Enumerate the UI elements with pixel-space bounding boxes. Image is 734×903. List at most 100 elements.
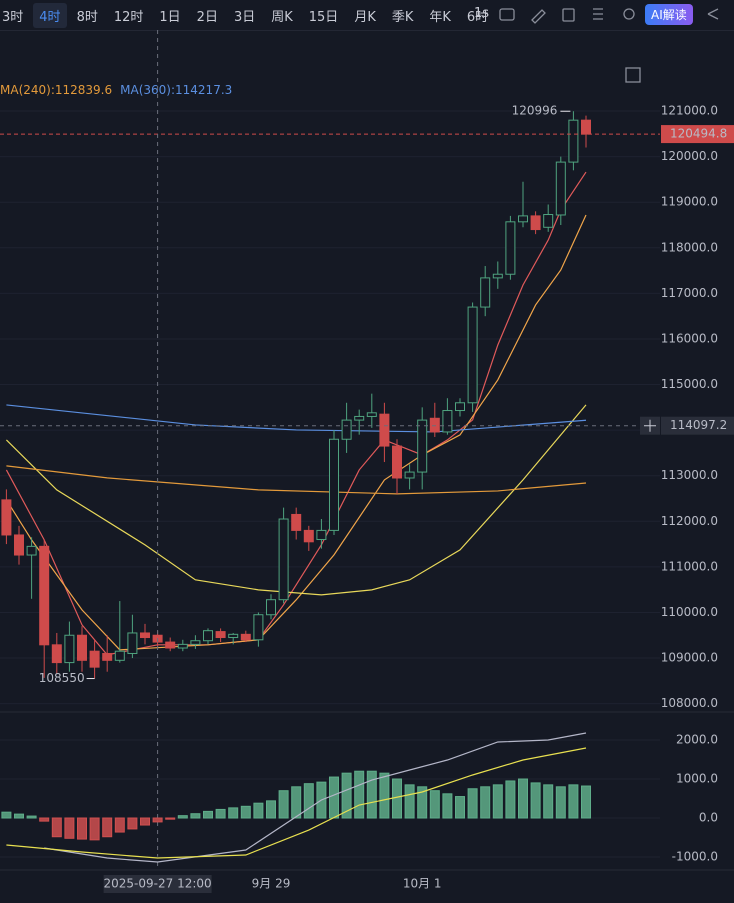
macd-bar bbox=[341, 772, 352, 819]
macd-bar bbox=[102, 817, 113, 838]
candle-body bbox=[39, 545, 50, 646]
interval-button[interactable]: 周K bbox=[271, 9, 293, 25]
interval-button[interactable]: 年K bbox=[429, 9, 451, 25]
candle-body bbox=[354, 415, 365, 421]
x-tick-label: 10月 1 bbox=[403, 877, 442, 891]
share-icon[interactable] bbox=[707, 8, 719, 20]
interval-button[interactable]: 12时 bbox=[113, 9, 144, 25]
macd-bar bbox=[291, 786, 302, 819]
candle-body bbox=[505, 221, 516, 275]
interval-button[interactable]: 8时 bbox=[76, 9, 98, 25]
interval-button[interactable]: 6时 bbox=[466, 9, 489, 25]
ma-legend: MA(240):112839.6 MA(360):114217.3 bbox=[0, 83, 232, 97]
candle-body bbox=[64, 634, 75, 664]
expand-icon[interactable] bbox=[625, 67, 641, 83]
interval-button[interactable]: 季K bbox=[391, 9, 414, 25]
y-tick-label: 110000.0 bbox=[661, 605, 718, 619]
candle-body bbox=[102, 652, 113, 661]
interval-button[interactable]: 3日 bbox=[233, 9, 256, 25]
macd-bar bbox=[51, 817, 62, 838]
interval-button[interactable]: 15日 bbox=[308, 9, 339, 25]
candle-body bbox=[140, 632, 150, 639]
macd-bar bbox=[39, 817, 50, 822]
macd-bar bbox=[581, 785, 591, 819]
macd-bar bbox=[492, 784, 503, 819]
macd-bar bbox=[152, 817, 163, 823]
pen-icon[interactable] bbox=[531, 9, 546, 24]
candle-body bbox=[240, 633, 251, 641]
candle-body bbox=[442, 410, 453, 433]
macd-bar bbox=[329, 776, 339, 819]
candle-body bbox=[89, 650, 100, 668]
candle-body bbox=[341, 419, 352, 440]
macd-bar bbox=[77, 817, 87, 840]
macd-bar bbox=[266, 800, 276, 819]
candle-body bbox=[530, 215, 541, 231]
candle-body bbox=[203, 630, 213, 642]
ma-value: 112839.6 bbox=[55, 83, 112, 97]
interval-button[interactable]: 3时 bbox=[2, 9, 24, 25]
y-tick-label: 116000.0 bbox=[661, 331, 718, 345]
macd-bar bbox=[190, 813, 201, 819]
crosshair-price: 114097.2 bbox=[670, 418, 727, 432]
candle-body bbox=[392, 445, 402, 479]
settings-icon[interactable] bbox=[623, 8, 635, 20]
interval-button[interactable]: 4时 bbox=[33, 2, 67, 28]
indicator-line bbox=[6, 404, 587, 433]
ai-button[interactable]: AI解读 bbox=[645, 4, 693, 25]
candle-body bbox=[303, 529, 314, 543]
y-tick-label: 121000.0 bbox=[661, 104, 718, 118]
macd-bar bbox=[165, 817, 176, 820]
indicator-line bbox=[44, 732, 587, 863]
macd-bar bbox=[568, 784, 579, 819]
macd-bar bbox=[26, 815, 37, 819]
macd-bar bbox=[1, 811, 12, 819]
candle-body bbox=[492, 273, 503, 279]
crosshair-price-box bbox=[661, 416, 734, 435]
interval-button[interactable]: 月K bbox=[354, 9, 376, 25]
high-label: 120996 bbox=[512, 104, 558, 118]
macd-bar bbox=[215, 808, 226, 819]
indicator-line bbox=[6, 465, 587, 495]
copy-icon[interactable] bbox=[562, 8, 575, 22]
macd-bar bbox=[404, 784, 415, 819]
indicator-line bbox=[5, 214, 587, 651]
indicator-line bbox=[6, 747, 587, 859]
speed-button[interactable]: 1s bbox=[474, 6, 490, 21]
indicator-line bbox=[5, 171, 587, 656]
macd-bar bbox=[518, 778, 528, 819]
candle-body bbox=[480, 277, 491, 308]
candle-body bbox=[190, 640, 201, 645]
macd-bar bbox=[543, 784, 554, 819]
candle-body bbox=[543, 214, 554, 228]
y-tick-label: 113000.0 bbox=[661, 468, 718, 482]
macd-bar bbox=[442, 793, 453, 819]
candle-body bbox=[14, 534, 24, 556]
y-tick-label: 120000.0 bbox=[661, 149, 718, 163]
macd-bar bbox=[467, 788, 478, 819]
y-tick-label: 0.0 bbox=[699, 811, 718, 825]
candle-body bbox=[215, 631, 226, 639]
toolbar: 3时 4时 8时 12时 1日 2日 3日 周K 15日 月K 季K 年K 6时 1s AI解读 bbox=[0, 0, 734, 31]
candle-body bbox=[291, 513, 302, 531]
menu-icon[interactable] bbox=[593, 8, 603, 20]
camera-icon[interactable] bbox=[499, 8, 515, 21]
y-tick-label: 115000.0 bbox=[661, 377, 718, 391]
ma-name: MA(360): bbox=[120, 83, 175, 97]
indicator-line bbox=[5, 404, 587, 596]
interval-button[interactable]: 1日 bbox=[159, 9, 181, 25]
candle-body bbox=[581, 119, 591, 135]
macd-bar bbox=[127, 817, 138, 830]
candle-body bbox=[266, 599, 276, 616]
candle-body bbox=[379, 413, 390, 447]
candle-body bbox=[127, 632, 138, 654]
interval-button[interactable]: 2日 bbox=[196, 9, 218, 25]
macd-bar bbox=[366, 770, 377, 819]
y-tick-label: 117000.0 bbox=[661, 286, 718, 300]
macd-bar bbox=[14, 813, 24, 819]
candle-body bbox=[417, 419, 428, 473]
candle-body bbox=[329, 438, 339, 531]
candle-body bbox=[467, 306, 478, 404]
